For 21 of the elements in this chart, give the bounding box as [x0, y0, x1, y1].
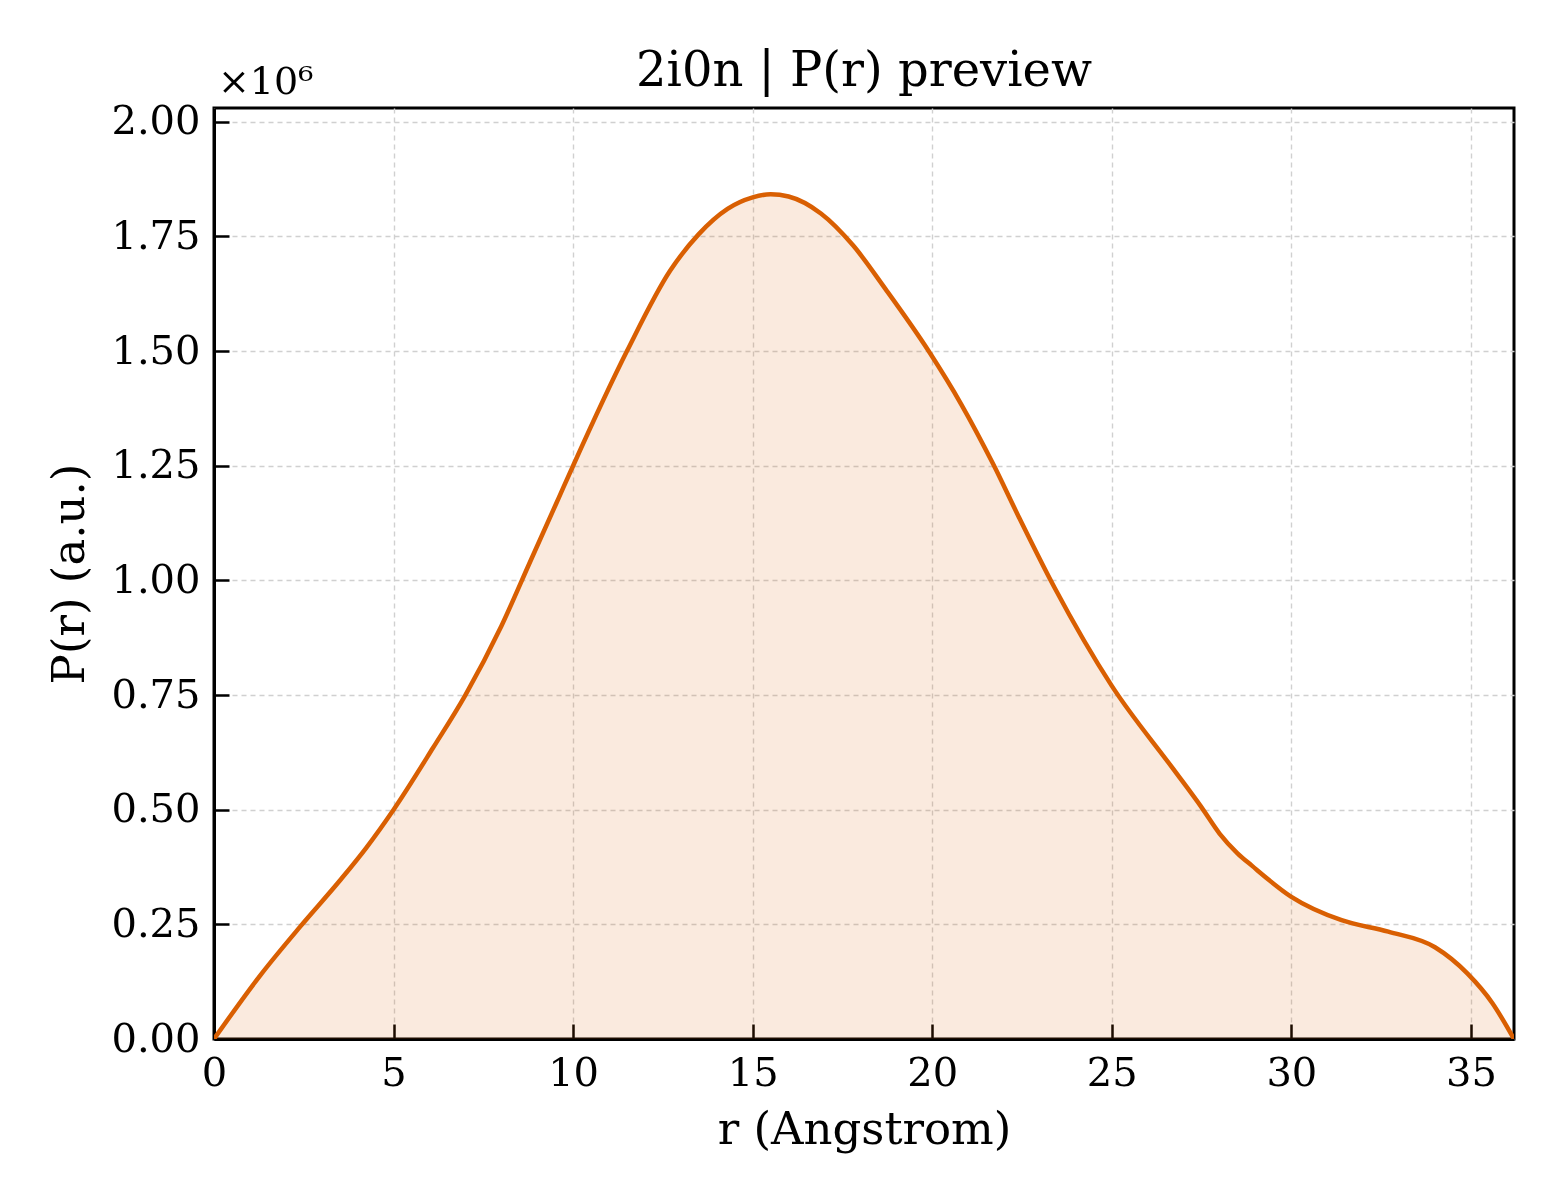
x-axis-title: r (Angstrom): [717, 1101, 1012, 1155]
x-tick-label: 5: [381, 1048, 407, 1095]
y-tick-label: 1.00: [111, 555, 201, 602]
x-tick-label: 30: [1266, 1048, 1318, 1095]
x-tick-label: 25: [1086, 1048, 1138, 1095]
x-tick-label: 20: [907, 1048, 959, 1095]
x-tick-label: 0: [201, 1048, 228, 1095]
x-tick-label: 10: [548, 1048, 600, 1095]
x-tick-label: 35: [1445, 1048, 1497, 1095]
y-axis-title: P(r) (a.u.): [42, 463, 96, 685]
y-tick-label: 0.00: [111, 1014, 201, 1061]
chart-title: 2i0n | P(r) preview: [635, 41, 1093, 97]
y-tick-label: 0.50: [111, 785, 201, 832]
y-tick-label: 1.75: [111, 211, 201, 258]
text: ×10⁶: [218, 59, 314, 103]
y-tick-label: 0.75: [111, 670, 201, 717]
y-tick-label: 1.25: [111, 441, 201, 488]
y-tick-label: 1.50: [111, 326, 201, 373]
x-tick-label: 15: [727, 1048, 779, 1095]
y-tick-label: 0.25: [111, 899, 201, 946]
y-tick-label: 2.00: [111, 97, 201, 144]
